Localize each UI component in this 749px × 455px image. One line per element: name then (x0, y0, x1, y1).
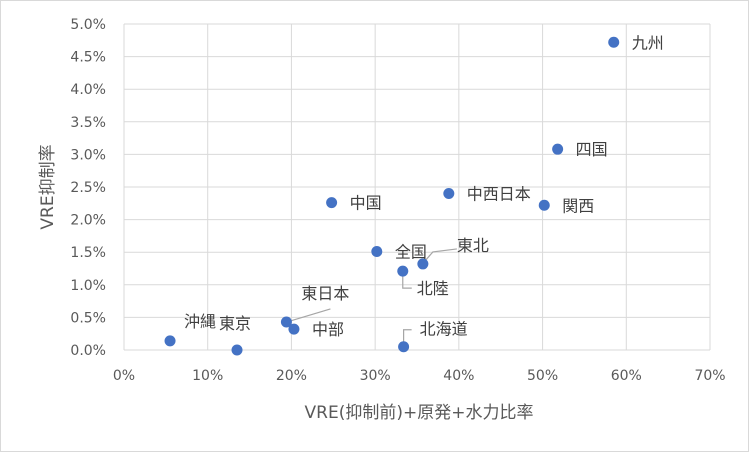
point-label: 東日本 (301, 284, 349, 303)
point-label: 四国 (576, 140, 608, 159)
x-tick-label: 0% (113, 368, 135, 384)
label-leader-lines (290, 248, 457, 343)
x-tick-label: 20% (276, 368, 307, 384)
data-points (164, 36, 620, 356)
data-point (443, 188, 455, 200)
x-axis-title: VRE(抑制前)+原発+水力比率 (305, 403, 534, 423)
point-label: 中部 (312, 320, 344, 339)
y-tick-label: 5.0% (70, 17, 106, 33)
data-point (231, 344, 243, 356)
data-point (371, 246, 383, 258)
y-tick-label: 0.0% (70, 343, 106, 359)
data-point (608, 36, 620, 48)
point-label: 中国 (350, 194, 382, 213)
y-tick-label: 0.5% (70, 310, 106, 326)
point-label: 北陸 (417, 279, 449, 298)
data-point (326, 197, 338, 209)
data-point (164, 335, 176, 347)
x-tick-label: 30% (360, 368, 391, 384)
point-label: 九州 (632, 33, 664, 52)
y-tick-label: 3.5% (70, 115, 106, 131)
point-label: 北海道 (420, 320, 468, 339)
y-tick-label: 4.5% (70, 50, 106, 66)
data-point (288, 323, 300, 335)
point-label: 関西 (562, 196, 594, 215)
x-tick-label: 40% (443, 368, 474, 384)
data-point (552, 143, 564, 155)
y-tick-label: 2.5% (70, 180, 106, 196)
point-label: 東京 (219, 314, 251, 333)
point-label: 全国 (395, 243, 427, 262)
leader-line (290, 308, 331, 322)
x-tick-label: 60% (611, 368, 642, 384)
leader-line (403, 329, 412, 343)
data-point (280, 316, 292, 328)
x-tick-label: 70% (694, 368, 725, 384)
data-point (398, 341, 410, 353)
x-tick-label: 10% (192, 368, 223, 384)
leader-line (402, 275, 412, 289)
y-tick-label: 1.5% (70, 245, 106, 261)
y-tick-label: 4.0% (70, 82, 106, 98)
leader-line (425, 248, 457, 261)
point-label: 中西日本 (467, 185, 531, 204)
point-label: 沖縄 (184, 312, 216, 331)
gridlines (123, 23, 711, 351)
data-point (538, 199, 550, 211)
y-tick-label: 2.0% (70, 213, 106, 229)
x-tick-label: 50% (527, 368, 558, 384)
data-point (417, 258, 429, 270)
point-label: 東北 (457, 236, 489, 255)
y-tick-label: 1.0% (70, 278, 106, 294)
y-axis-title: VRE抑制率 (38, 144, 58, 229)
tick-labels: 0% 10% 20% 30% 40% 50% 60% 70% 0.0% 0.5% 1.0% 1.5% 2… (70, 17, 725, 384)
y-tick-label: 3.0% (70, 147, 106, 163)
data-point (397, 265, 409, 277)
